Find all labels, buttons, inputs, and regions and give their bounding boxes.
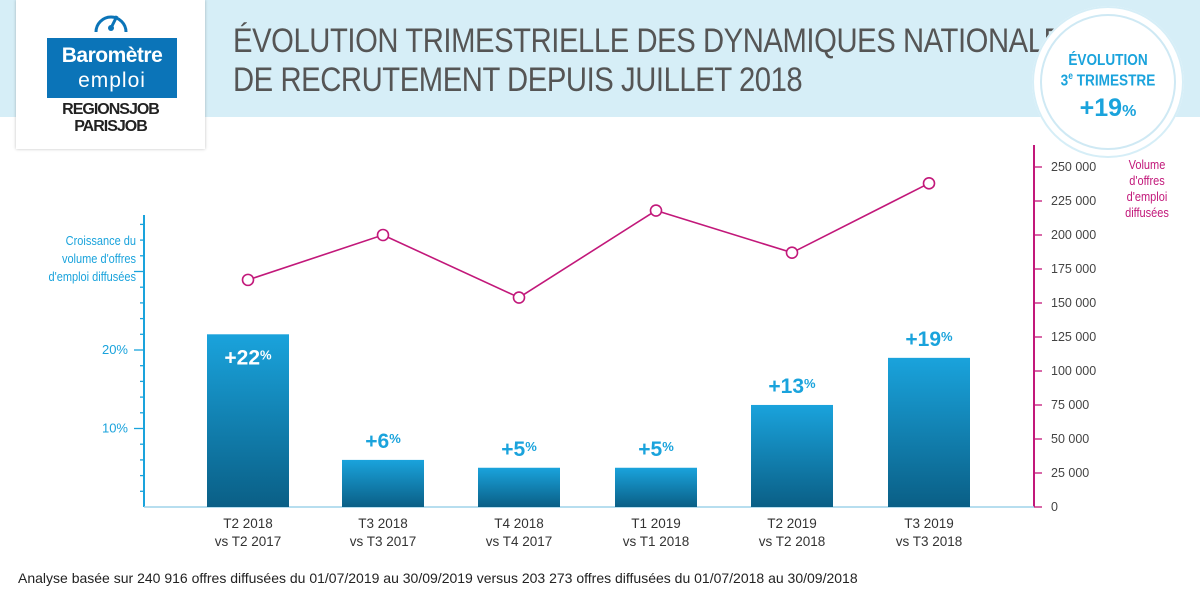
left-axis-label: Croissance du volume d'offres d'emploi d… bbox=[39, 232, 136, 286]
category-label: T1 2019 bbox=[631, 516, 681, 531]
right-axis-label-line: d'emploi bbox=[1126, 190, 1168, 204]
category-label: T3 2019 bbox=[904, 516, 954, 531]
badge-line1: ÉVOLUTION bbox=[1068, 52, 1148, 69]
right-axis-label-line: d'offres bbox=[1129, 174, 1165, 188]
right-axis-label: Volume d'offres d'emploi diffusées bbox=[1107, 157, 1186, 221]
bar-value-unit: % bbox=[804, 376, 816, 391]
volume-point bbox=[922, 177, 936, 190]
volume-line bbox=[247, 182, 930, 299]
bar bbox=[615, 467, 697, 507]
bar-value-unit: % bbox=[260, 347, 272, 362]
left-axis-label-line: volume d'offres bbox=[61, 252, 136, 266]
volume-point bbox=[649, 204, 663, 217]
right-axis-tick-label: 225 000 bbox=[1051, 194, 1096, 208]
left-axis-label-line: Croissance du bbox=[65, 234, 136, 248]
bar-value-unit: % bbox=[389, 431, 401, 446]
category-label: vs T2 2018 bbox=[759, 534, 826, 549]
category-label: T3 2018 bbox=[358, 516, 408, 531]
title-line2: DE RECRUTEMENT DEPUIS JUILLET 2018 bbox=[233, 61, 803, 99]
right-axis-tick-label: 200 000 bbox=[1051, 228, 1096, 242]
logo-banner: Baromètre emploi bbox=[47, 38, 177, 98]
right-axis-tick-label: 250 000 bbox=[1051, 160, 1096, 174]
bar bbox=[751, 404, 833, 507]
bar-value-label: +13% bbox=[768, 375, 816, 398]
bar-value-unit: % bbox=[941, 329, 953, 344]
volume-point bbox=[376, 228, 390, 242]
badge-ring bbox=[1040, 14, 1176, 150]
badge-value-pct: % bbox=[1122, 103, 1137, 120]
right-axis-tick-label: 0 bbox=[1051, 500, 1058, 514]
category-label: vs T1 2018 bbox=[623, 534, 690, 549]
logo-line4: PARISJOB bbox=[74, 118, 148, 135]
bar bbox=[207, 334, 289, 507]
bar-value-unit: % bbox=[662, 439, 674, 454]
bar bbox=[342, 459, 424, 507]
bar-value-label: +5% bbox=[638, 438, 674, 461]
right-axis-tick-label: 25 000 bbox=[1051, 466, 1089, 480]
footnote: Analyse basée sur 240 916 offres diffusé… bbox=[18, 570, 858, 586]
logo-line3: REGIONSJOB bbox=[62, 101, 160, 118]
right-axis-tick-label: 75 000 bbox=[1051, 398, 1089, 412]
badge-value: +19% bbox=[1032, 94, 1184, 123]
category-label: vs T3 2017 bbox=[350, 534, 417, 549]
category-label: T2 2019 bbox=[767, 516, 817, 531]
logo-line2: emploi bbox=[78, 69, 146, 92]
right-axis-tick-label: 150 000 bbox=[1051, 296, 1096, 310]
bar-value-label: +19% bbox=[905, 328, 953, 351]
left-axis-tick-label: 10% bbox=[102, 421, 128, 436]
category-label: vs T4 2017 bbox=[486, 534, 553, 549]
bar bbox=[888, 357, 970, 507]
evolution-badge: ÉVOLUTION 3e TRIMESTRE +19% bbox=[1032, 6, 1184, 158]
left-axis-label-line: d'emploi diffusées bbox=[48, 270, 136, 284]
bar-value-label: +6% bbox=[365, 430, 401, 453]
volume-point bbox=[241, 273, 255, 287]
logo-brands: REGIONSJOB PARISJOB bbox=[16, 101, 205, 135]
category-label: vs T3 2018 bbox=[896, 534, 963, 549]
badge-value-number: +19 bbox=[1079, 94, 1123, 122]
badge-line2-sup: e bbox=[1068, 71, 1073, 82]
left-axis-tick-label: 20% bbox=[102, 342, 128, 357]
right-axis-tick-label: 100 000 bbox=[1051, 364, 1096, 378]
category-label: vs T2 2017 bbox=[215, 534, 282, 549]
right-axis-label-line: Volume bbox=[1128, 158, 1166, 172]
logo: Baromètre emploi REGIONSJOB PARISJOB bbox=[16, 0, 205, 149]
right-axis-label-line: diffusées bbox=[1125, 206, 1169, 220]
gauge-icon bbox=[94, 15, 128, 33]
category-label: T2 2018 bbox=[223, 516, 273, 531]
right-axis-tick-label: 125 000 bbox=[1051, 330, 1096, 344]
volume-point bbox=[512, 291, 526, 304]
logo-line1: Baromètre bbox=[61, 44, 163, 67]
category-label: T4 2018 bbox=[494, 516, 544, 531]
bar-value-unit: % bbox=[525, 439, 537, 454]
badge-line2: 3e TRIMESTRE bbox=[1043, 71, 1172, 90]
right-axis-tick-label: 50 000 bbox=[1051, 432, 1089, 446]
right-axis-tick-label: 175 000 bbox=[1051, 262, 1096, 276]
volume-point bbox=[785, 246, 799, 259]
badge-line2-suffix: TRIMESTRE bbox=[1072, 72, 1156, 90]
badge-line2-prefix: 3 bbox=[1060, 72, 1069, 90]
bar bbox=[478, 467, 560, 507]
bar-value-label: +5% bbox=[501, 438, 537, 461]
